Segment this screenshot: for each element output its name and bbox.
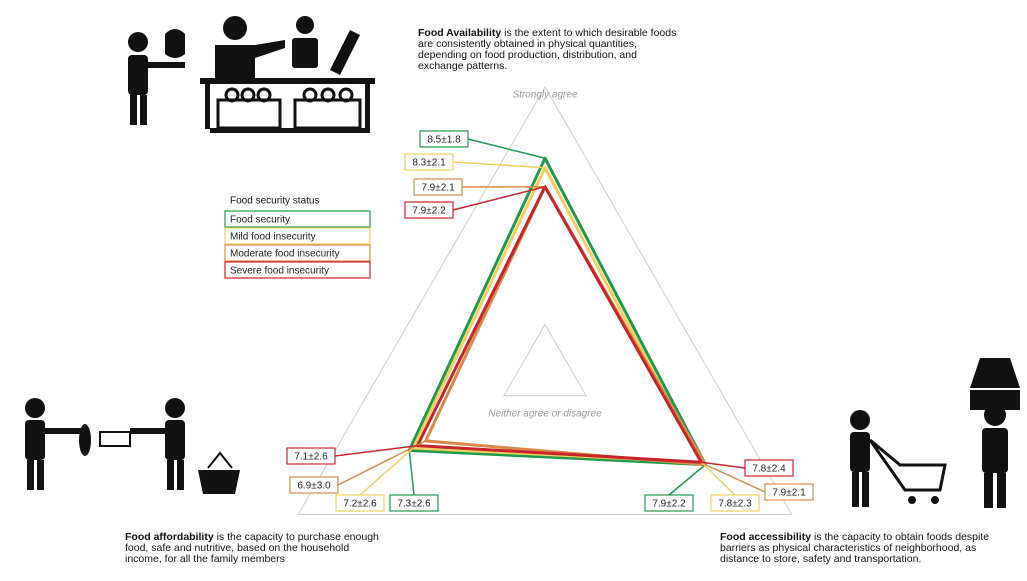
- ring-label: Neither agree or disagree: [488, 409, 602, 420]
- legend-entry: Moderate food insecurity: [230, 249, 340, 260]
- label-box: [389, 494, 439, 512]
- value-label: 7.1±2.6: [294, 452, 328, 463]
- icon-market: [128, 16, 375, 133]
- legend-box: [224, 261, 371, 279]
- legend-entry: Mild food insecurity: [230, 232, 316, 243]
- label-box: [413, 178, 463, 196]
- value-label: 7.9±2.2: [652, 499, 686, 510]
- axis-name: Food Availability: [418, 27, 502, 39]
- label-box: [644, 494, 694, 512]
- legend-entry: Severe food insecurity: [230, 266, 329, 277]
- grid-ring: [297, 86, 793, 515]
- leader-line: [452, 161, 546, 169]
- grid-ring: [502, 323, 588, 397]
- value-label: 8.5±1.8: [427, 135, 461, 146]
- availability-description: Food Availability is the extent to which…: [418, 28, 683, 72]
- label-box: [419, 130, 469, 148]
- leader-line: [452, 186, 546, 211]
- leader-line: [359, 447, 414, 496]
- leader-line: [705, 463, 766, 493]
- axis-description: is the capacity to purchase enough food,…: [125, 531, 379, 565]
- axis-description: is the extent to which desirable foods a…: [418, 27, 677, 72]
- leader-line: [337, 440, 427, 486]
- label-box: [710, 494, 760, 512]
- legend-title: Food security status: [230, 196, 319, 207]
- value-label: 7.8±2.3: [718, 499, 752, 510]
- value-label: 6.9±3.0: [297, 481, 331, 492]
- label-box: [764, 483, 814, 501]
- series-line: [415, 185, 703, 464]
- affordability-description: Food affordability is the capacity to pu…: [125, 532, 380, 565]
- label-box: [286, 447, 336, 465]
- value-label: 7.8±2.4: [752, 464, 786, 475]
- label-box: [744, 459, 794, 477]
- label-box: [404, 153, 454, 171]
- value-label: 7.2±2.6: [343, 499, 377, 510]
- label-box: [404, 201, 454, 219]
- value-label: 8.3±2.1: [412, 158, 446, 169]
- legend-entry: Food security: [230, 215, 290, 226]
- icon-crates: [216, 87, 362, 130]
- value-label: 7.3±2.6: [397, 499, 431, 510]
- label-box: [289, 476, 339, 494]
- leader-line: [408, 450, 415, 496]
- axis-name: Food accessibility: [720, 531, 812, 543]
- leader-line: [334, 444, 418, 457]
- leader-line: [701, 461, 746, 469]
- icon-payment: [25, 398, 240, 494]
- legend-box: [224, 210, 371, 228]
- value-label: 7.9±2.2: [412, 206, 446, 217]
- label-box: [335, 494, 385, 512]
- ring-label: Strongly agree: [512, 90, 577, 101]
- legend-box: [224, 227, 371, 245]
- leader-line: [668, 464, 706, 496]
- legend-box: [224, 244, 371, 262]
- axis-name: Food affordability: [125, 531, 214, 543]
- value-label: 7.9±2.1: [421, 183, 455, 194]
- leader-line: [700, 461, 736, 496]
- value-label: 7.9±2.1: [772, 488, 806, 499]
- axis-description: is the capacity to obtain foods despite …: [720, 531, 990, 565]
- accessibility-description: Food accessibility is the capacity to ob…: [720, 532, 1000, 565]
- series-line: [407, 156, 707, 467]
- leader-line: [467, 138, 546, 159]
- icon-shopping: [850, 358, 1020, 508]
